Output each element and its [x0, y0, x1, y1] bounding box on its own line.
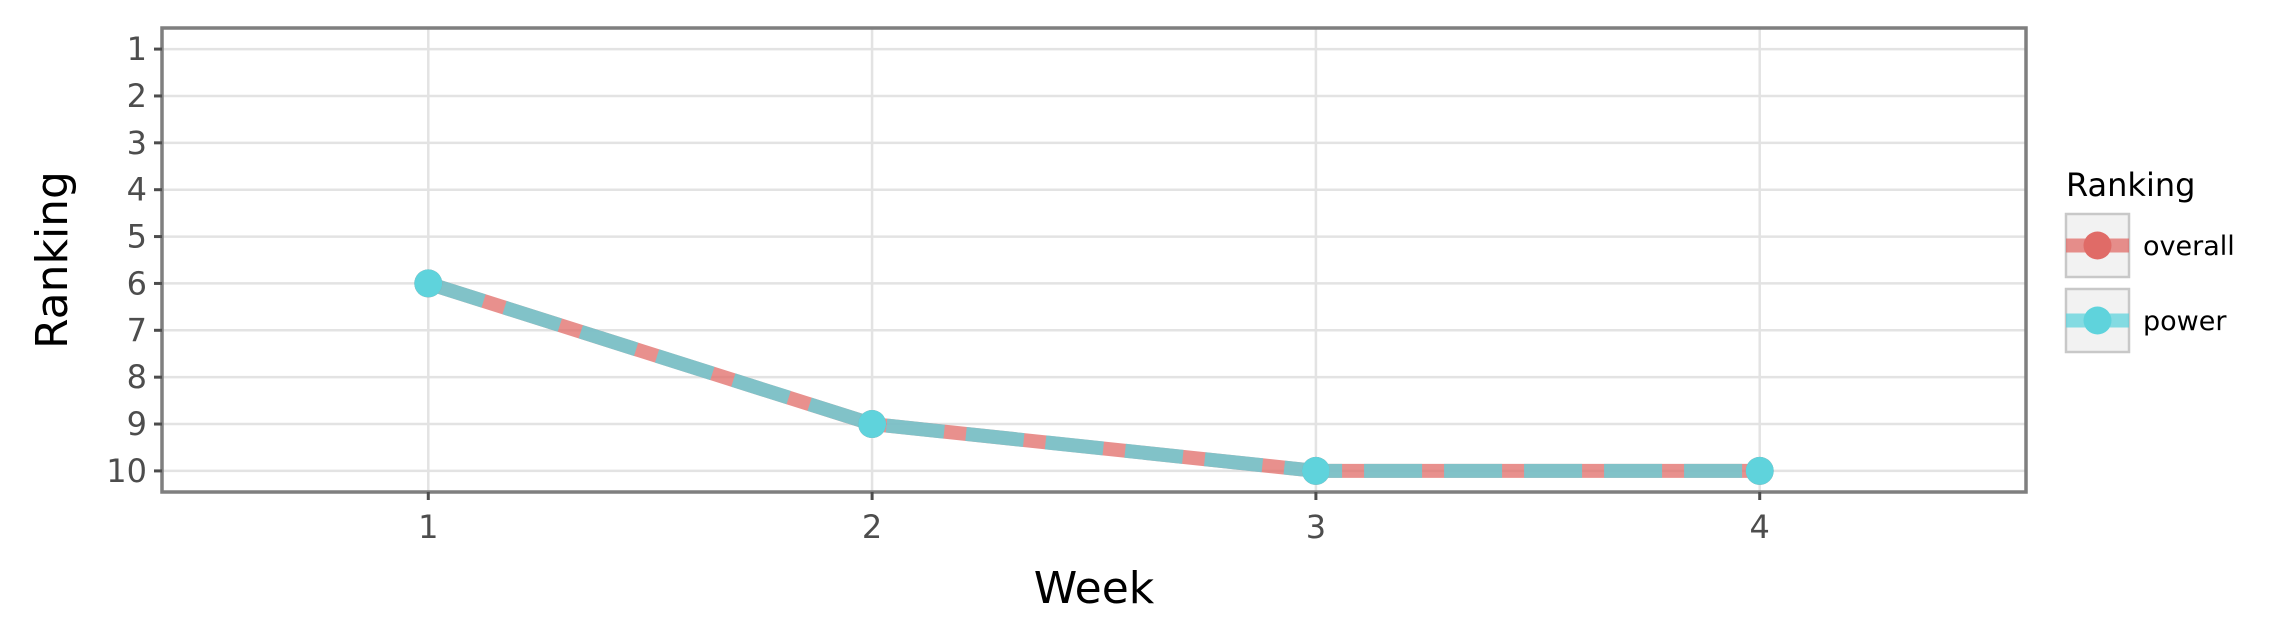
y-tick-label: 5 — [127, 218, 147, 256]
axes: 1 2 3 4 5 6 7 8 9 10 1 2 3 4 Week Ranking — [27, 26, 2028, 614]
y-tick-label: 4 — [127, 171, 147, 209]
legend-key-point-power — [2083, 306, 2112, 335]
y-tick-label: 6 — [127, 264, 147, 302]
x-tick-label: 2 — [862, 508, 882, 546]
data-point-power — [414, 269, 443, 298]
y-tick-label: 7 — [127, 311, 147, 349]
x-tick-label: 1 — [418, 508, 438, 546]
legend-key-point-overall — [2083, 231, 2112, 260]
data-point-power — [1745, 456, 1774, 485]
data-point-power — [858, 410, 887, 439]
legend: Ranking overall power — [2064, 166, 2235, 354]
x-axis-title: Week — [1034, 563, 1155, 614]
y-tick-label: 8 — [127, 358, 147, 396]
legend-label-power: power — [2143, 306, 2227, 337]
legend-title: Ranking — [2066, 166, 2195, 204]
series-layer — [426, 276, 1760, 478]
legend-label-overall: overall — [2143, 231, 2235, 262]
y-axis-title: Ranking — [27, 171, 78, 349]
y-tick-label: 10 — [106, 452, 147, 490]
x-tick-label: 3 — [1306, 508, 1326, 546]
plot-panel-border — [160, 26, 2028, 494]
y-tick-label: 3 — [127, 124, 147, 162]
y-tick-label: 2 — [127, 77, 147, 115]
series-line-power — [426, 276, 1760, 478]
x-tick-label: 4 — [1750, 508, 1770, 546]
y-tick-label: 9 — [127, 405, 147, 443]
y-tick-label: 1 — [127, 30, 147, 68]
data-point-power — [1301, 456, 1330, 485]
points-layer — [414, 269, 1774, 485]
